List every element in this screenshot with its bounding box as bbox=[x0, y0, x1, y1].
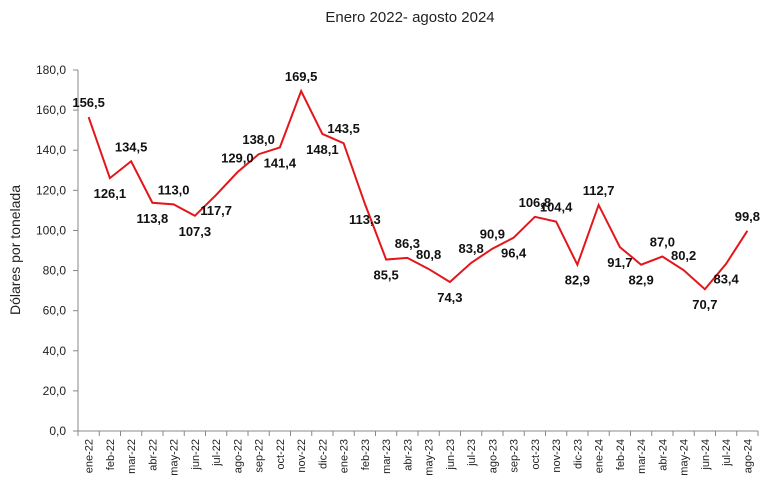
x-tick-label: ago-24 bbox=[742, 439, 754, 473]
x-tick-label: sep-23 bbox=[509, 439, 521, 473]
data-label: 138,0 bbox=[242, 132, 275, 147]
x-tick-label: nov-23 bbox=[551, 439, 563, 473]
data-label: 74,3 bbox=[437, 290, 462, 305]
x-tick-label: oct-22 bbox=[275, 439, 287, 470]
x-tick-label: jun-22 bbox=[190, 439, 202, 471]
x-tick-label: sep-22 bbox=[254, 439, 266, 473]
y-tick-label: 100,0 bbox=[36, 223, 66, 237]
x-tick-label: abr-23 bbox=[402, 439, 414, 471]
data-label: 86,3 bbox=[395, 236, 420, 251]
y-tick-label: 160,0 bbox=[36, 103, 66, 117]
x-tick-label: jun-23 bbox=[445, 439, 457, 471]
x-tick-label: dic-23 bbox=[572, 439, 584, 469]
x-tick-label: abr-22 bbox=[147, 439, 159, 471]
x-tick-label: may-23 bbox=[424, 439, 436, 476]
data-label: 143,5 bbox=[327, 121, 360, 136]
y-tick-label: 20,0 bbox=[43, 384, 67, 398]
x-tick-label: jul-22 bbox=[211, 439, 223, 467]
data-label: 82,9 bbox=[565, 273, 590, 288]
data-label: 113,0 bbox=[158, 182, 190, 197]
y-tick-label: 40,0 bbox=[43, 344, 67, 358]
x-tick-label: jul-24 bbox=[721, 439, 733, 467]
x-tick-label: feb-23 bbox=[360, 439, 372, 470]
x-tick-label: feb-24 bbox=[615, 439, 627, 470]
x-tick-label: mar-22 bbox=[126, 439, 138, 474]
x-tick-label: mar-23 bbox=[381, 439, 393, 474]
x-tick-label: ene-23 bbox=[339, 439, 351, 473]
data-label: 117,7 bbox=[200, 203, 232, 218]
data-label: 141,4 bbox=[264, 155, 297, 170]
data-label: 134,5 bbox=[115, 139, 148, 154]
chart-title: Enero 2022- agosto 2024 bbox=[325, 9, 494, 26]
x-tick-label: jun-24 bbox=[700, 439, 712, 471]
data-label: 104,4 bbox=[540, 200, 573, 215]
x-tick-label: may-22 bbox=[169, 439, 181, 476]
x-tick-label: ene-24 bbox=[594, 439, 606, 473]
data-label: 129,0 bbox=[221, 150, 254, 165]
data-label: 112,7 bbox=[583, 183, 615, 198]
line bbox=[87, 88, 749, 291]
data-label: 113,8 bbox=[136, 211, 168, 226]
x-tick-label: dic-22 bbox=[317, 439, 329, 469]
data-label: 156,5 bbox=[72, 95, 105, 110]
x-tick-label: may-24 bbox=[679, 439, 691, 476]
data-label: 113,3 bbox=[349, 212, 381, 227]
data-label: 148,1 bbox=[306, 142, 339, 157]
data-label: 80,8 bbox=[416, 247, 441, 262]
y-tick-label: 180,0 bbox=[36, 63, 66, 77]
y-tick-label: 120,0 bbox=[36, 183, 66, 197]
y-tick-label: 140,0 bbox=[36, 143, 66, 157]
data-label: 83,4 bbox=[713, 272, 739, 287]
data-label: 85,5 bbox=[373, 268, 398, 283]
x-tick-label: ago-22 bbox=[232, 439, 244, 473]
data-label: 106,8 bbox=[519, 195, 552, 210]
data-label: 91,7 bbox=[607, 255, 632, 270]
x-tick-label: nov-22 bbox=[296, 439, 308, 473]
x-tick-label: abr-24 bbox=[657, 439, 669, 471]
x-tick-label: ene-22 bbox=[84, 439, 96, 473]
data-label: 82,9 bbox=[628, 273, 653, 288]
y-tick-label: 0,0 bbox=[49, 424, 66, 438]
data-label: 80,2 bbox=[671, 248, 696, 263]
x-tick-label: mar-24 bbox=[636, 439, 648, 474]
data-label: 169,5 bbox=[285, 69, 318, 84]
y-tick-label: 80,0 bbox=[43, 264, 67, 278]
y-tick-label: 60,0 bbox=[43, 304, 67, 318]
data-label: 70,7 bbox=[692, 297, 717, 312]
x-tick-label: jul-23 bbox=[466, 439, 478, 467]
data-label: 87,0 bbox=[650, 235, 675, 250]
data-label: 99,8 bbox=[735, 209, 760, 224]
data-label: 90,9 bbox=[480, 227, 505, 242]
x-tick-label: feb-22 bbox=[105, 439, 117, 470]
y-axis-title: Dólares por tonelada bbox=[7, 185, 23, 315]
x-tick-label: oct-23 bbox=[530, 439, 542, 470]
data-label: 83,8 bbox=[458, 241, 483, 256]
data-label: 126,1 bbox=[94, 186, 127, 201]
x-tick-label: ago-23 bbox=[487, 439, 499, 473]
data-label: 96,4 bbox=[501, 246, 527, 261]
data-label: 107,3 bbox=[179, 224, 212, 239]
